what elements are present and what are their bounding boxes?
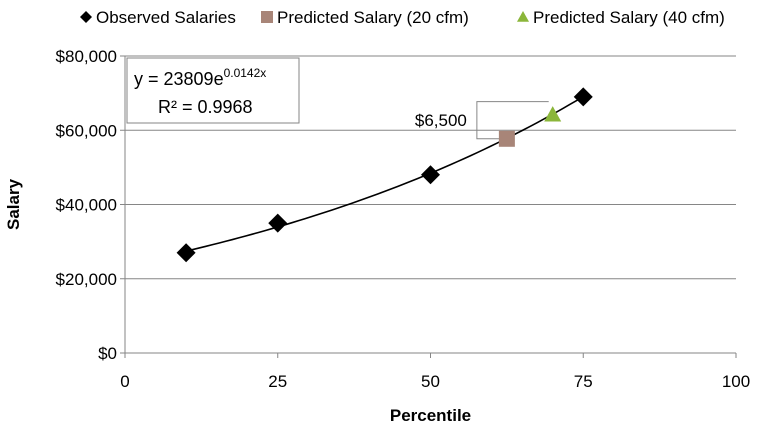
difference-annotation: $6,500 <box>415 101 549 140</box>
legend-label: Predicted Salary (40 cfm) <box>533 8 725 27</box>
legend-label: Predicted Salary (20 cfm) <box>277 8 469 27</box>
x-tick-label: 75 <box>574 372 593 391</box>
equation-box: y = 23809e0.0142x R² = 0.9968 <box>126 57 300 124</box>
difference-label: $6,500 <box>415 111 467 130</box>
gridlines <box>125 55 736 280</box>
trendline <box>185 95 584 252</box>
legend-marker <box>517 11 529 22</box>
x-tick-label: 25 <box>268 372 287 391</box>
y-tick-label: $60,000 <box>56 121 117 140</box>
legend: Observed Salaries Predicted Salary (20 cf… <box>80 8 725 27</box>
y-tick-label: $20,000 <box>56 270 117 289</box>
predicted-20cfm-point <box>498 130 515 147</box>
observed-salary-point <box>176 243 196 263</box>
y-tick-label: $40,000 <box>56 196 117 215</box>
observed-salary-point <box>268 213 288 233</box>
r-squared-value: R² = 0.9968 <box>158 97 253 117</box>
trendline-equation: y = 23809e0.0142x <box>134 66 266 89</box>
y-axis-title: Salary <box>4 178 23 230</box>
legend-marker <box>261 11 273 23</box>
legend-predicted-20cfm: Predicted Salary (20 cfm) <box>261 8 469 27</box>
y-tick-label: $0 <box>98 344 117 363</box>
data-points <box>176 87 593 263</box>
y-tick-labels: $0 $20,000 $40,000 $60,000 $80,000 <box>56 47 125 363</box>
equation-base: y = 23809e <box>134 69 224 89</box>
legend-predicted-40cfm: Predicted Salary (40 cfm) <box>517 8 725 27</box>
x-tick-label: 100 <box>722 372 750 391</box>
legend-label: Observed Salaries <box>96 8 236 27</box>
predicted-40cfm-point <box>544 106 562 122</box>
x-tick-label: 50 <box>421 372 440 391</box>
legend-marker <box>80 11 92 23</box>
x-axis-title: Percentile <box>390 406 471 425</box>
equation-exponent: 0.0142x <box>224 66 267 80</box>
observed-salary-point <box>573 87 593 107</box>
legend-observed-salaries: Observed Salaries <box>80 8 236 27</box>
x-tick-labels: 0 25 50 75 100 <box>120 353 750 391</box>
observed-salary-point <box>421 165 440 185</box>
difference-bracket <box>476 101 549 140</box>
y-tick-label: $80,000 <box>56 47 117 66</box>
x-tick-label: 0 <box>120 372 129 391</box>
equation-box-frame <box>126 57 300 124</box>
